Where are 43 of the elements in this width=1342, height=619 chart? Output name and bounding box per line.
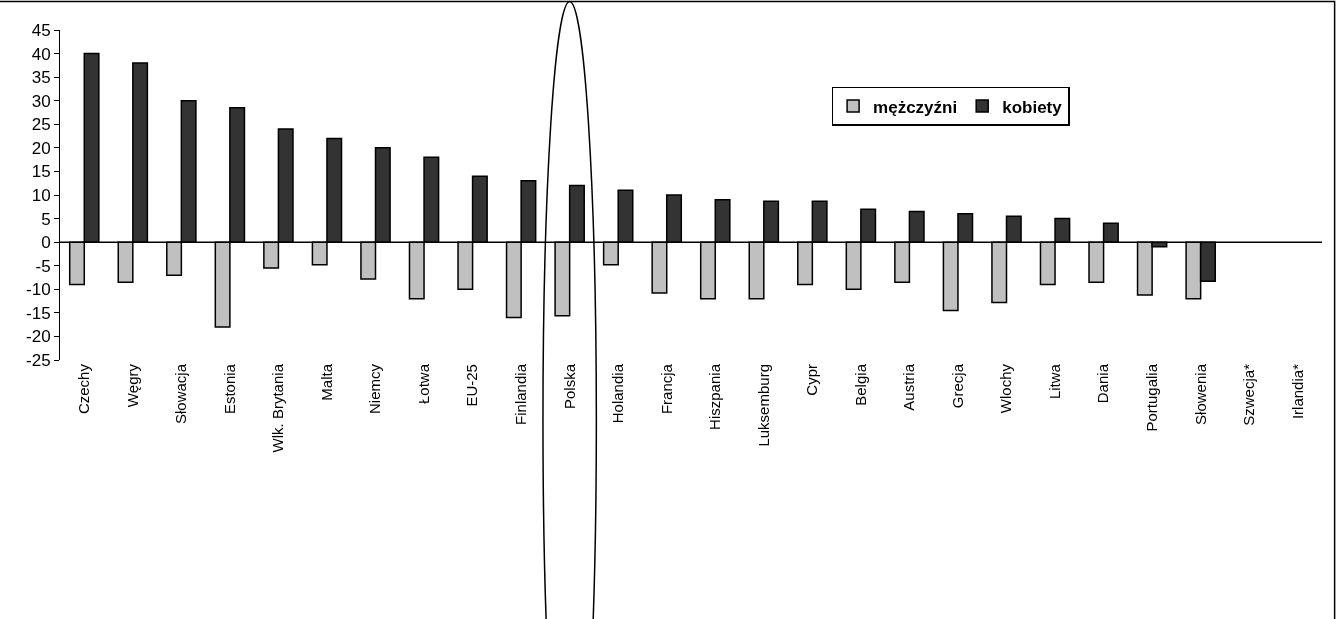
y-tick-label: -5 bbox=[35, 256, 51, 276]
x-tick-label: Wlk. Brytania bbox=[269, 363, 287, 453]
x-tick-label: Łotwa bbox=[414, 363, 432, 405]
y-tick-label: 0 bbox=[41, 233, 51, 253]
x-tick-label: Cypr bbox=[803, 364, 821, 396]
y-tick-label: -25 bbox=[26, 350, 51, 370]
x-tick-label: Czechy bbox=[75, 363, 93, 415]
y-tick-label: 45 bbox=[31, 20, 51, 40]
x-tick-label: Litwa bbox=[1045, 363, 1063, 400]
y-tick-label: -15 bbox=[26, 303, 51, 323]
legend-label: mężczyźni bbox=[873, 97, 958, 117]
x-tick-label: Hiszpania bbox=[706, 363, 724, 430]
x-tick-label: Szwecja* bbox=[1240, 363, 1258, 426]
y-tick-label: 25 bbox=[31, 115, 51, 135]
x-tick-label: Belgia bbox=[851, 363, 869, 406]
x-tick-label: Irlandia* bbox=[1288, 363, 1306, 420]
x-tick-label: Malta bbox=[317, 363, 335, 401]
x-tick-label: Słowenia bbox=[1191, 363, 1209, 425]
y-tick-label: 30 bbox=[31, 91, 51, 111]
x-tick-label: Wlochy bbox=[997, 363, 1015, 414]
x-tick-label: EU-25 bbox=[463, 364, 481, 407]
legend-label: kobiety bbox=[1002, 97, 1063, 117]
x-tick-label: Austria bbox=[900, 363, 918, 411]
y-tick-label: 10 bbox=[31, 185, 51, 205]
x-tick-label: Dania bbox=[1094, 363, 1112, 404]
x-tick-label: Finlandia bbox=[511, 363, 529, 425]
x-tick-label: Grecja bbox=[948, 363, 966, 409]
y-tick-label: -10 bbox=[26, 280, 51, 300]
x-tick-label: Węgry bbox=[123, 363, 141, 408]
y-tick-label: 15 bbox=[31, 162, 51, 182]
y-tick-label: 5 bbox=[41, 209, 51, 229]
x-tick-label: Estonia bbox=[220, 363, 238, 415]
y-tick-label: 40 bbox=[31, 44, 51, 64]
x-tick-label: Niemcy bbox=[366, 363, 384, 415]
x-tick-label: Polska bbox=[560, 363, 578, 410]
y-tick-label: 20 bbox=[31, 138, 51, 158]
x-tick-label: Holandia bbox=[609, 363, 627, 424]
x-tick-label: Francja bbox=[657, 363, 675, 415]
x-tick-label: Słowacja bbox=[172, 363, 190, 425]
y-tick-label: 35 bbox=[31, 68, 51, 88]
y-tick-label: -20 bbox=[26, 327, 51, 347]
x-tick-label: Luksemburg bbox=[754, 364, 772, 447]
x-tick-label: Portugalia bbox=[1142, 363, 1160, 432]
